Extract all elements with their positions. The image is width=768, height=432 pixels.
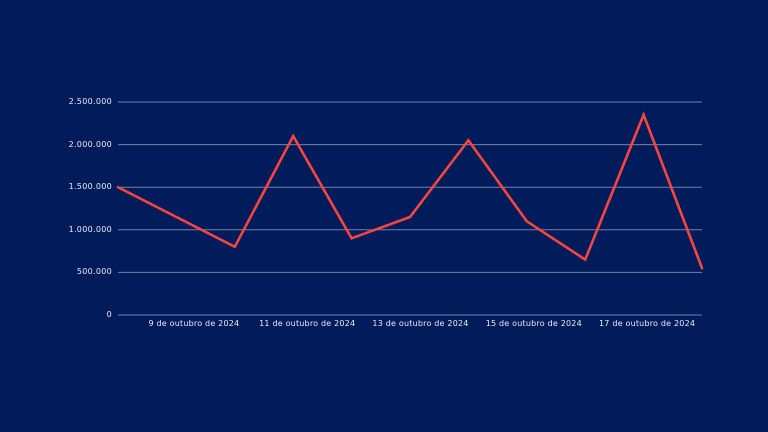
data-line [116,111,704,270]
x-tick-label: 17 de outubro de 2024 [599,319,696,328]
plot-area [116,101,704,316]
y-tick-label: 1.000.000 [68,224,112,234]
x-tick-label: 15 de outubro de 2024 [485,319,582,328]
y-tick-label: 0 [106,310,112,319]
y-tick-label: 1.500.000 [68,182,112,192]
x-tick-label: 13 de outubro de 2024 [372,319,469,328]
x-tick-label: 11 de outubro de 2024 [259,319,356,328]
y-tick-label: 500.000 [76,267,112,277]
chart-svg [116,101,704,316]
y-tick-label: 2.000.000 [68,139,112,149]
x-axis: 9 de outubro de 2024 11 de outubro de 202… [118,319,702,333]
y-tick-label: 2.500.000 [68,97,112,106]
y-axis: 2.500.000 2.000.000 1.500.000 1.000.000 500.… [0,97,112,319]
x-tick-label: 9 de outubro de 2024 [148,319,240,328]
